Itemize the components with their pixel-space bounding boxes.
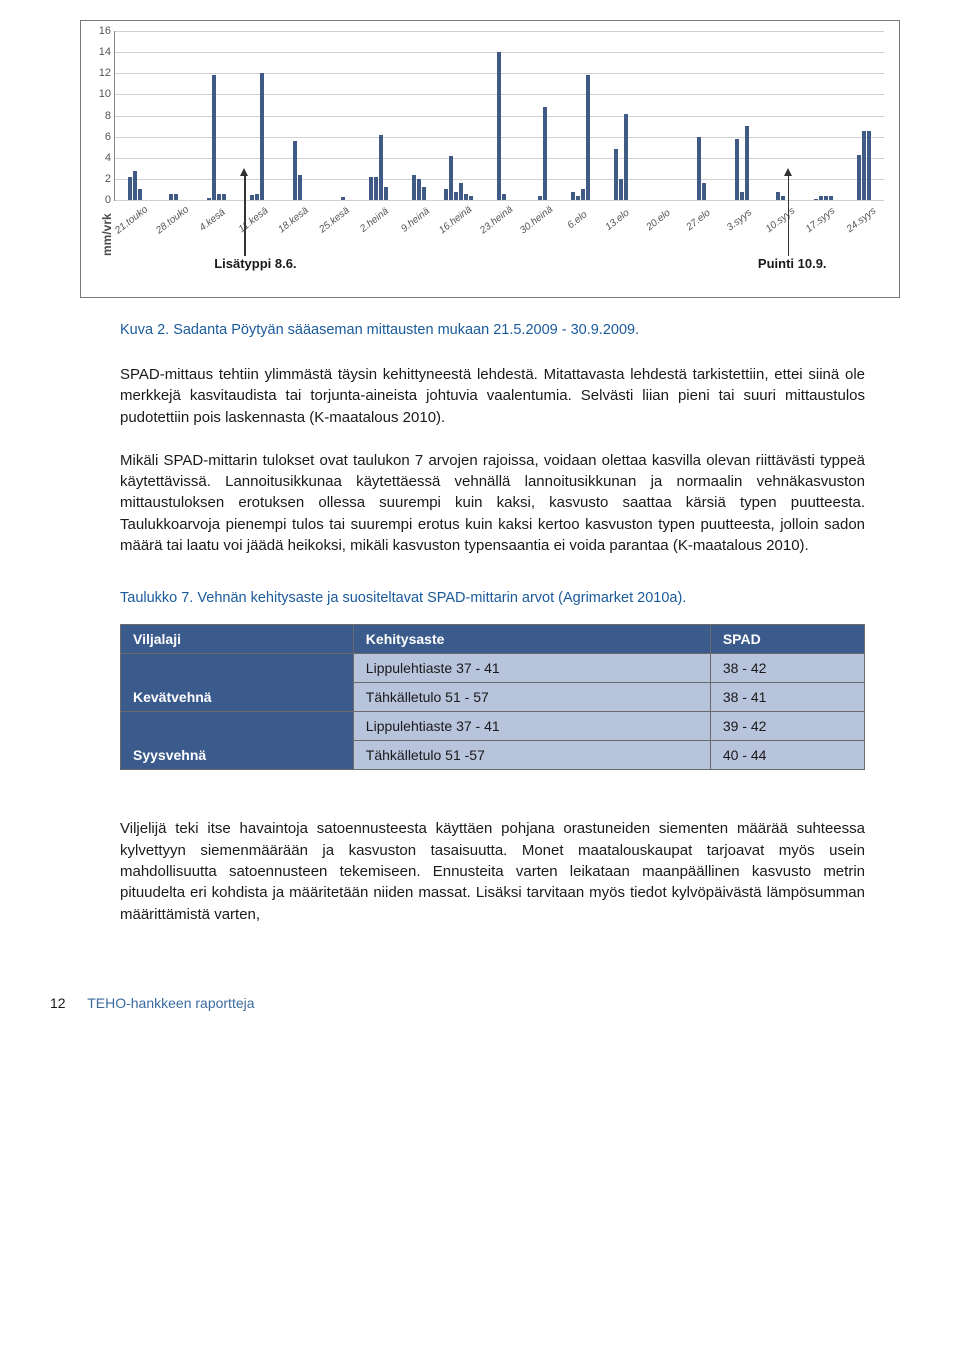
y-tick-label: 8 bbox=[89, 110, 111, 122]
chart-bar bbox=[128, 177, 132, 200]
cell-viljalaji: Syysvehnä bbox=[121, 712, 354, 770]
spad-table: Viljalaji Kehitysaste SPAD KevätvehnäLip… bbox=[120, 624, 865, 770]
chart-bar bbox=[133, 171, 137, 200]
cell-spad: 38 - 41 bbox=[710, 683, 864, 712]
y-tick-label: 2 bbox=[89, 173, 111, 185]
chart-annotation: Puinti 10.9. bbox=[758, 256, 827, 271]
chart-bar bbox=[469, 196, 473, 200]
chart-bar bbox=[459, 183, 463, 200]
annotation-label: Lisätyppi 8.6. bbox=[214, 256, 296, 271]
chart-bar bbox=[449, 156, 453, 200]
chart-bar bbox=[250, 195, 254, 200]
chart-bar bbox=[260, 73, 264, 200]
chart-bar bbox=[174, 194, 178, 200]
chart-bar bbox=[217, 194, 221, 200]
chart-bar bbox=[776, 192, 780, 200]
chart-bar bbox=[212, 75, 216, 200]
y-tick-label: 16 bbox=[89, 25, 111, 37]
chart-bar bbox=[781, 196, 785, 200]
col-spad: SPAD bbox=[710, 625, 864, 654]
cell-kehitysaste: Lippulehtiaste 37 - 41 bbox=[353, 712, 710, 741]
x-axis-labels: 21.touko28.touko4.kesä11.kesä18.kesä25.k… bbox=[114, 201, 884, 256]
table-row: KevätvehnäLippulehtiaste 37 - 4138 - 42 bbox=[121, 654, 865, 683]
chart-bar bbox=[614, 149, 618, 200]
paragraph-3: Viljelijä teki itse havaintoja satoennus… bbox=[120, 818, 865, 924]
paragraph-2: Mikäli SPAD-mittarin tulokset ovat taulu… bbox=[120, 450, 865, 556]
chart-plot-area: 0246810121416 bbox=[114, 31, 884, 201]
chart-bar bbox=[829, 196, 833, 200]
chart-bar bbox=[819, 196, 823, 200]
chart-bar bbox=[293, 141, 297, 200]
paragraph-1: SPAD-mittaus tehtiin ylimmästä täysin ke… bbox=[120, 364, 865, 428]
chart-bar bbox=[138, 189, 142, 200]
cell-viljalaji: Kevätvehnä bbox=[121, 654, 354, 712]
col-kehitysaste: Kehitysaste bbox=[353, 625, 710, 654]
y-axis-label: mm/vrk bbox=[96, 31, 114, 256]
chart-bar bbox=[824, 196, 828, 200]
table-body: KevätvehnäLippulehtiaste 37 - 4138 - 42T… bbox=[121, 654, 865, 770]
chart-bar bbox=[745, 126, 749, 200]
chart-bar bbox=[169, 194, 173, 200]
cell-spad: 38 - 42 bbox=[710, 654, 864, 683]
series-title: TEHO-hankkeen raportteja bbox=[87, 995, 254, 1011]
chart-bar bbox=[697, 137, 701, 200]
chart-bar bbox=[862, 131, 866, 200]
chart-bar bbox=[857, 155, 861, 200]
col-viljalaji: Viljalaji bbox=[121, 625, 354, 654]
y-tick-label: 0 bbox=[89, 194, 111, 206]
table-caption: Taulukko 7. Vehnän kehitysaste ja suosit… bbox=[120, 590, 865, 606]
y-tick-label: 6 bbox=[89, 131, 111, 143]
chart-bar bbox=[384, 187, 388, 200]
chart-bar bbox=[543, 107, 547, 200]
chart-bar bbox=[417, 179, 421, 200]
chart-bar bbox=[576, 196, 580, 200]
figure-caption: Kuva 2. Sadanta Pöytyän sääaseman mittau… bbox=[120, 322, 865, 338]
cell-kehitysaste: Lippulehtiaste 37 - 41 bbox=[353, 654, 710, 683]
chart-bar bbox=[735, 139, 739, 200]
y-tick-label: 10 bbox=[89, 88, 111, 100]
annotation-label: Puinti 10.9. bbox=[758, 256, 827, 271]
chart-bar bbox=[444, 189, 448, 200]
cell-kehitysaste: Tähkälletulo 51 -57 bbox=[353, 741, 710, 770]
chart-bar bbox=[379, 135, 383, 200]
cell-kehitysaste: Tähkälletulo 51 - 57 bbox=[353, 683, 710, 712]
chart-bar bbox=[341, 197, 345, 200]
chart-bar bbox=[867, 131, 871, 200]
chart-bar bbox=[207, 198, 211, 200]
chart-bar bbox=[369, 177, 373, 200]
chart-bar bbox=[298, 175, 302, 200]
y-tick-label: 4 bbox=[89, 152, 111, 164]
chart-bar bbox=[538, 196, 542, 200]
cell-spad: 40 - 44 bbox=[710, 741, 864, 770]
chart-bar bbox=[222, 194, 226, 200]
chart-bar bbox=[374, 177, 378, 200]
chart-bar bbox=[814, 199, 818, 200]
chart-bar bbox=[702, 183, 706, 200]
chart-bar bbox=[454, 192, 458, 200]
table-row: SyysvehnäLippulehtiaste 37 - 4139 - 42 bbox=[121, 712, 865, 741]
chart-bar bbox=[581, 189, 585, 200]
y-tick-label: 14 bbox=[89, 46, 111, 58]
content-area: Kuva 2. Sadanta Pöytyän sääaseman mittau… bbox=[0, 322, 960, 925]
chart-bar bbox=[255, 194, 259, 200]
y-tick-label: 12 bbox=[89, 67, 111, 79]
chart-bar bbox=[571, 192, 575, 200]
chart-bar bbox=[502, 194, 506, 200]
cell-spad: 39 - 42 bbox=[710, 712, 864, 741]
chart-bar bbox=[422, 187, 426, 200]
chart-annotation: Lisätyppi 8.6. bbox=[214, 256, 296, 271]
chart-bar bbox=[740, 192, 744, 200]
figure-precipitation: mm/vrk 0246810121416 21.touko28.touko4.k… bbox=[80, 20, 900, 298]
chart-bar bbox=[497, 52, 501, 200]
chart-bar bbox=[586, 75, 590, 200]
chart-annotations: Lisätyppi 8.6. Puinti 10.9. bbox=[96, 256, 884, 292]
chart-bar bbox=[619, 179, 623, 200]
page-footer: 12 TEHO-hankkeen raportteja bbox=[50, 995, 960, 1011]
chart-bar bbox=[624, 114, 628, 200]
page-number: 12 bbox=[50, 995, 66, 1011]
chart-bar bbox=[464, 194, 468, 200]
chart-bar bbox=[412, 175, 416, 200]
